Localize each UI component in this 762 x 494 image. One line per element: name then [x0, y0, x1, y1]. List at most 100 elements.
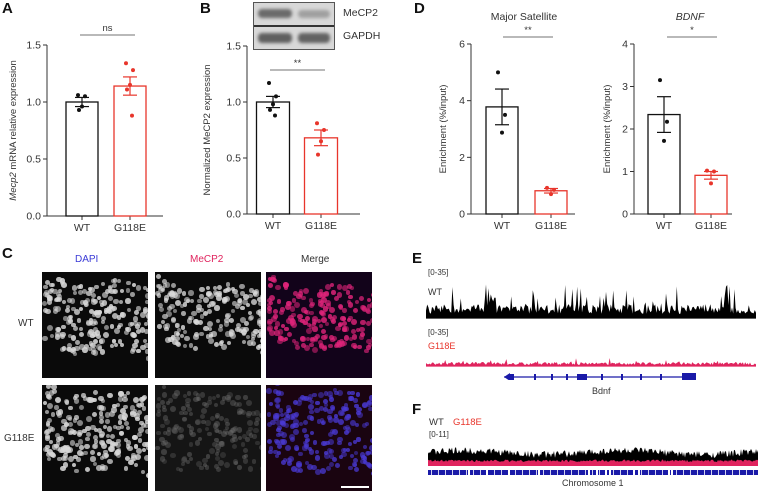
nucleus: [232, 459, 239, 465]
nucleus: [204, 427, 210, 432]
nucleus: [98, 339, 104, 344]
nucleus: [214, 305, 220, 311]
nucleus: [199, 294, 204, 299]
image-wt-merge: [266, 272, 372, 378]
nucleus: [366, 462, 372, 469]
nucleus: [144, 419, 148, 425]
nucleus: [313, 440, 318, 445]
nucleus: [351, 319, 357, 325]
chart-d-bdnf: 0 1 2 3 4 WT G118E * BDNF Enrichment (%/input): [602, 11, 732, 232]
nucleus: [284, 411, 289, 417]
nucleus: [274, 330, 280, 336]
nucleus: [254, 421, 259, 426]
nucleus: [342, 285, 349, 292]
nucleus: [161, 449, 167, 455]
nucleus: [202, 462, 208, 468]
nucleus: [172, 292, 178, 299]
e-g118e-label: G118E: [428, 341, 456, 351]
nucleus: [233, 426, 238, 432]
nucleus: [93, 309, 99, 315]
nucleus: [229, 428, 235, 433]
nucleus: [186, 318, 193, 324]
nucleus: [291, 298, 297, 303]
nucleus: [98, 299, 104, 305]
nucleus: [248, 433, 253, 438]
nucleus: [45, 444, 50, 450]
nucleus: [214, 413, 220, 419]
nucleus: [370, 336, 372, 342]
nucleus: [273, 449, 278, 454]
nucleus: [283, 423, 289, 429]
nucleus: [279, 309, 285, 315]
nucleus: [279, 412, 285, 418]
nucleus: [79, 307, 84, 312]
nucleus: [366, 338, 372, 344]
nucleus: [266, 388, 272, 394]
col-label-merge: Merge: [301, 254, 330, 265]
nucleus: [185, 460, 191, 465]
nucleus: [132, 408, 137, 414]
nucleus: [257, 296, 261, 302]
nucleus: [144, 455, 148, 462]
nucleus: [266, 308, 272, 314]
panel-label-b: B: [200, 0, 211, 17]
nucleus: [290, 306, 296, 312]
panel-label-f: F: [412, 401, 422, 418]
nucleus: [53, 309, 59, 314]
nucleus: [199, 465, 204, 470]
nucleus: [69, 440, 76, 446]
nucleus: [239, 316, 246, 323]
row-label-g118e: G118E: [4, 433, 35, 444]
nucleus: [334, 344, 339, 349]
nucleus: [48, 439, 54, 444]
nucleus: [268, 300, 274, 306]
nucleus: [213, 423, 219, 429]
nucleus: [146, 445, 148, 450]
nucleus: [188, 442, 194, 447]
nucleus: [156, 284, 162, 289]
nucleus: [116, 278, 121, 284]
blot-label-gapdh: GAPDH: [343, 30, 381, 42]
nucleus: [321, 440, 327, 446]
nucleus: [294, 302, 301, 309]
e-wt-range: [0-35]: [428, 268, 449, 277]
nucleus: [87, 287, 92, 292]
nucleus: [337, 390, 343, 396]
nucleus: [123, 329, 130, 336]
nucleus: [238, 408, 244, 415]
nucleus: [61, 300, 66, 305]
nucleus: [193, 346, 198, 351]
nucleus: [326, 447, 333, 454]
nucleus: [292, 399, 299, 406]
nucleus: [304, 433, 310, 439]
nucleus: [175, 466, 180, 472]
nucleus: [362, 456, 368, 461]
nucleus: [158, 436, 165, 443]
nucleus: [338, 409, 345, 416]
nucleus: [237, 410, 242, 416]
nucleus: [309, 399, 314, 405]
nucleus: [86, 416, 92, 422]
nucleus: [309, 310, 314, 315]
nucleus: [78, 284, 84, 289]
nucleus: [345, 427, 352, 434]
nucleus: [284, 326, 289, 331]
nucleus: [117, 396, 124, 403]
nucleus: [63, 455, 69, 462]
nucleus: [236, 427, 243, 433]
svg-text:2: 2: [459, 152, 465, 164]
nucleus: [107, 458, 113, 465]
nucleus: [163, 440, 169, 446]
nucleus: [111, 283, 117, 289]
nucleus: [296, 461, 303, 467]
nucleus: [128, 459, 134, 466]
nucleus: [84, 443, 90, 450]
nucleus: [100, 319, 106, 324]
nucleus: [95, 465, 102, 472]
nucleus: [98, 415, 104, 421]
nucleus: [277, 451, 282, 456]
nucleus: [43, 285, 48, 290]
nucleus: [206, 286, 211, 291]
nucleus: [231, 433, 238, 440]
nucleus: [72, 395, 77, 400]
